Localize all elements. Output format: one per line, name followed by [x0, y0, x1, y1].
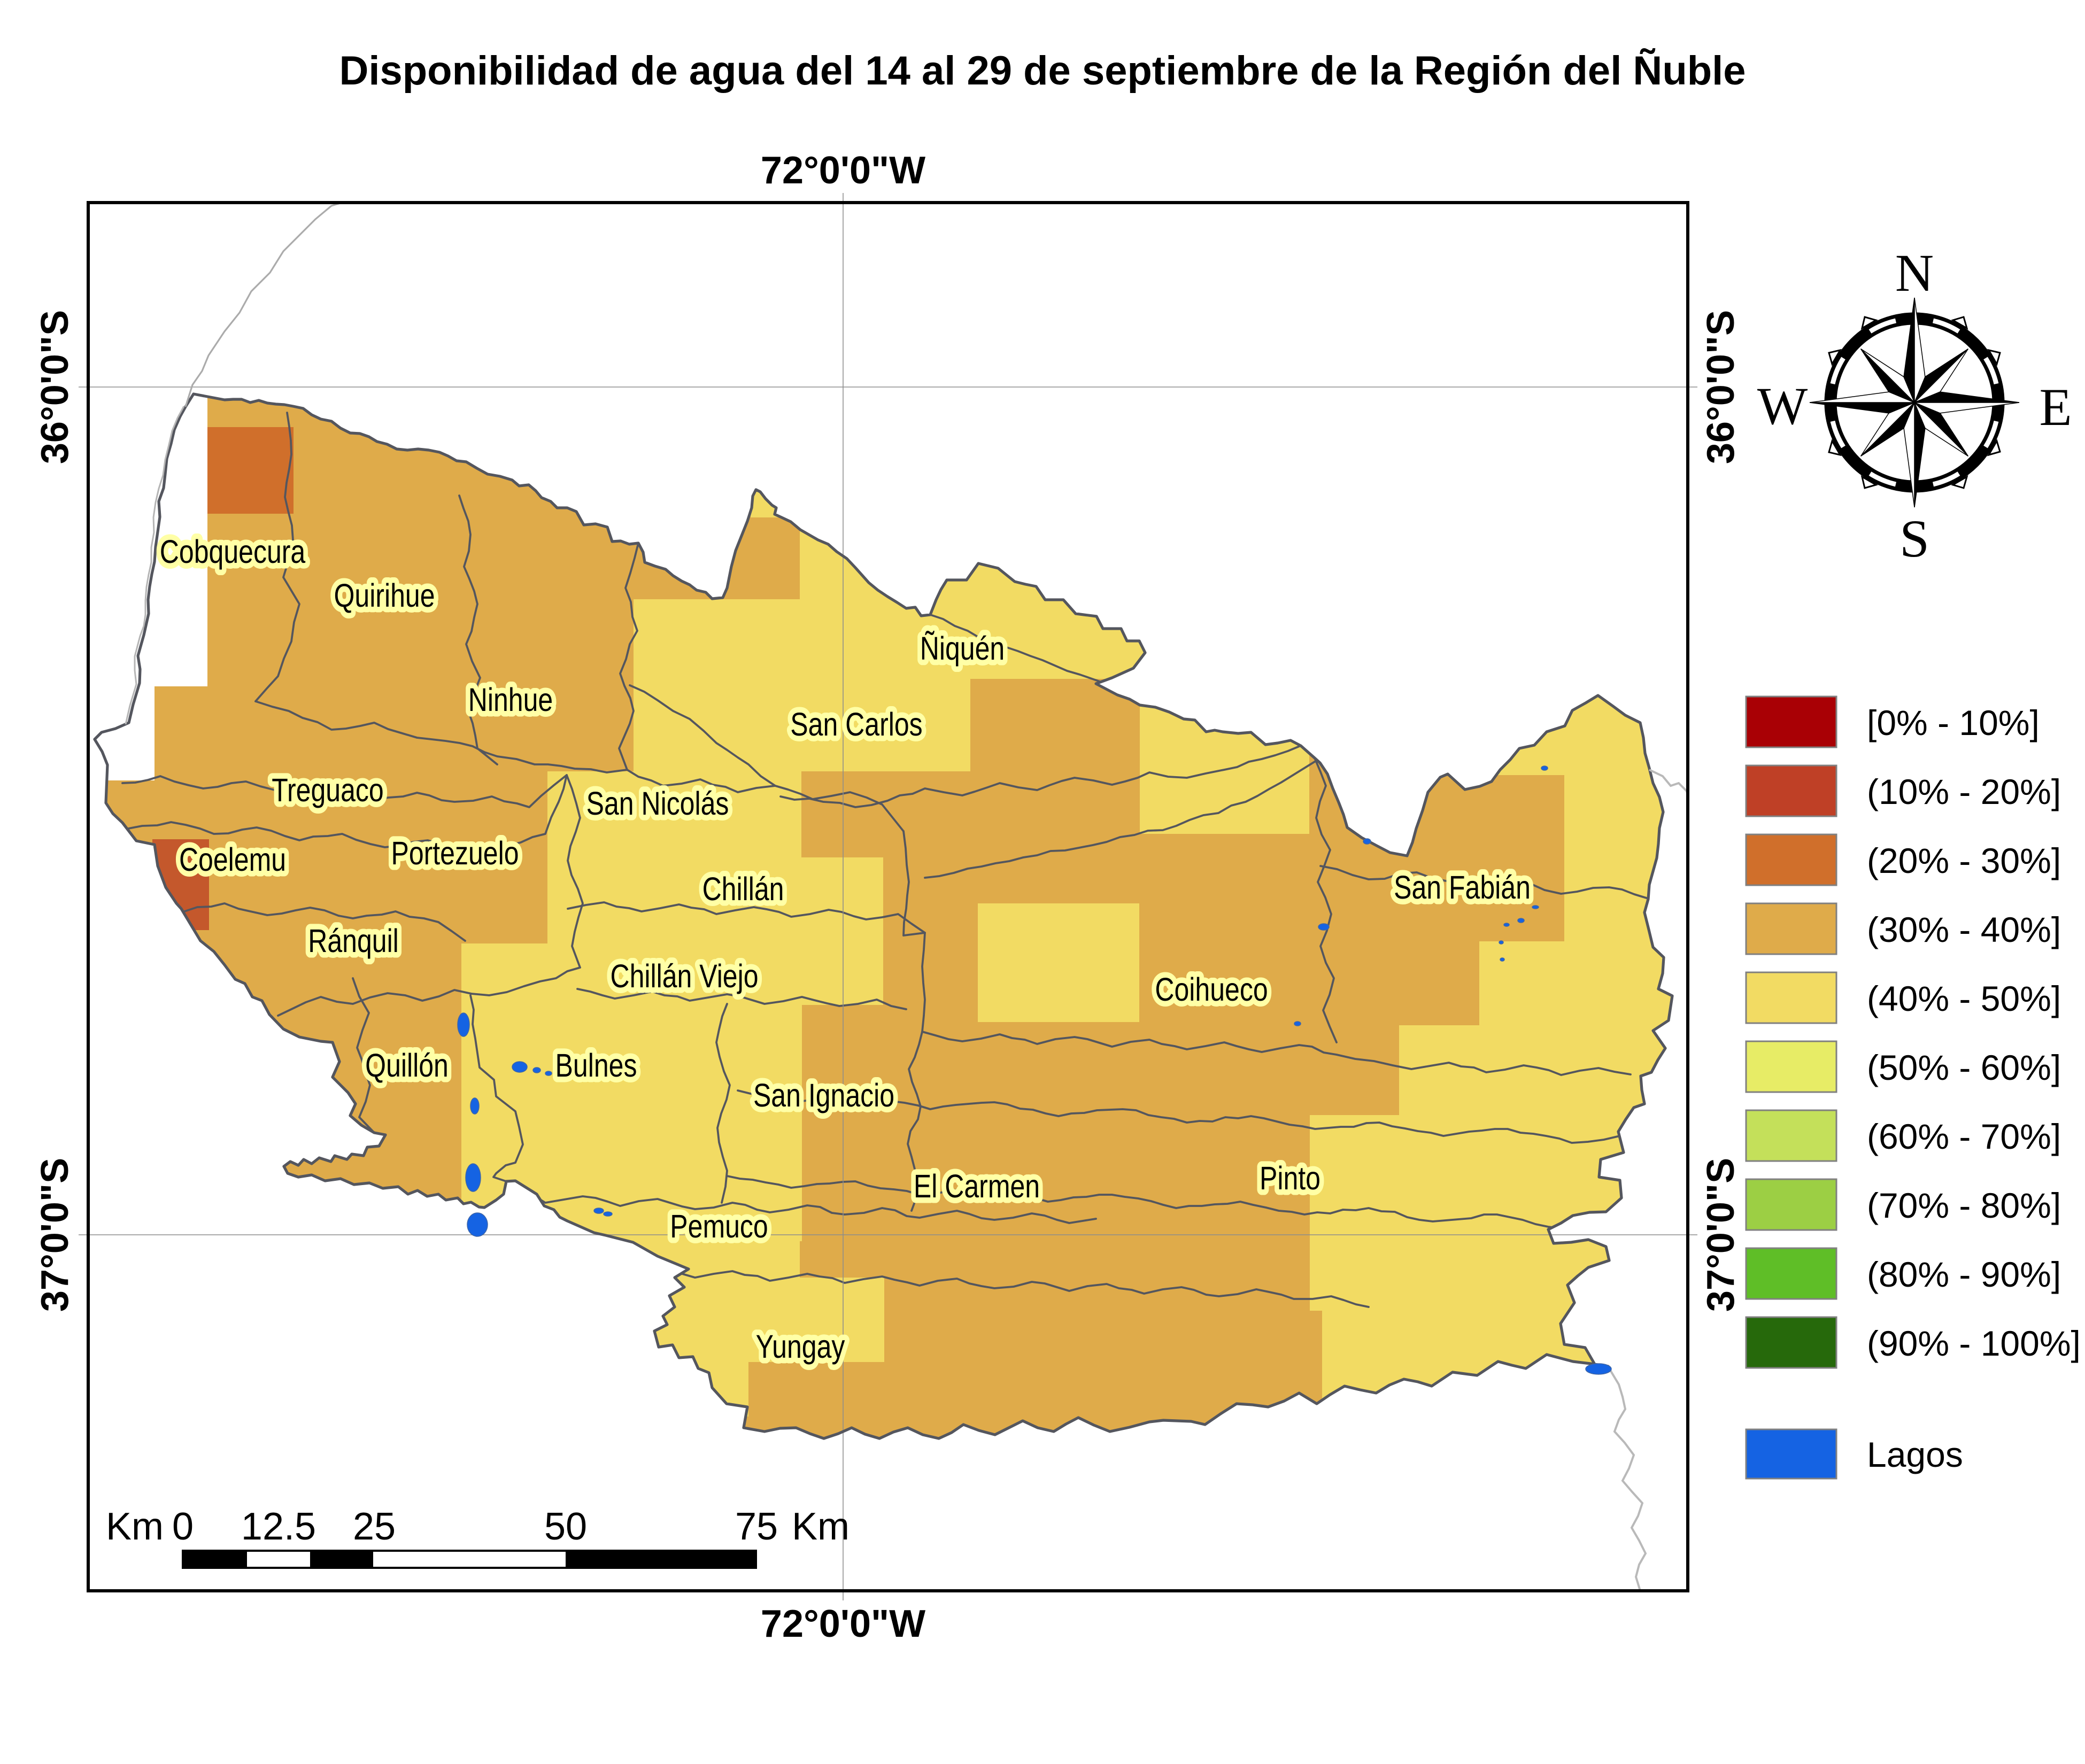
svg-text:Ñiquén: Ñiquén — [920, 630, 1005, 667]
svg-text:San Nicolás: San Nicolás — [586, 785, 729, 822]
svg-text:(70% - 80%]: (70% - 80%] — [1867, 1186, 2061, 1225]
svg-text:Pemuco: Pemuco — [670, 1208, 768, 1244]
svg-text:Ránquil: Ránquil — [308, 923, 399, 959]
svg-text:San Fabián: San Fabián — [1394, 869, 1531, 906]
svg-text:(20% - 30%]: (20% - 30%] — [1867, 841, 2061, 880]
svg-text:Pinto: Pinto — [1260, 1160, 1320, 1196]
svg-text:Km: Km — [106, 1505, 164, 1548]
svg-text:37°0'0"S: 37°0'0"S — [1700, 1158, 1742, 1312]
svg-text:N: N — [1895, 243, 1934, 303]
svg-text:72°0'0"W: 72°0'0"W — [761, 149, 925, 192]
svg-text:50: 50 — [544, 1505, 587, 1548]
svg-text:Lagos: Lagos — [1867, 1435, 1963, 1474]
svg-text:(90% - 100%]: (90% - 100%] — [1867, 1324, 2081, 1363]
svg-text:San Ignacio: San Ignacio — [753, 1077, 894, 1113]
svg-text:72°0'0"W: 72°0'0"W — [761, 1603, 925, 1645]
svg-text:El Carmen: El Carmen — [914, 1168, 1040, 1204]
svg-text:Km: Km — [792, 1505, 850, 1548]
svg-text:Chillán Viejo: Chillán Viejo — [610, 958, 758, 994]
svg-text:Coihueco: Coihueco — [1155, 971, 1268, 1008]
svg-text:[0% - 10%]: [0% - 10%] — [1867, 703, 2040, 742]
svg-text:Bulnes: Bulnes — [555, 1047, 637, 1084]
svg-text:(80% - 90%]: (80% - 90%] — [1867, 1255, 2061, 1294]
svg-text:Yungay: Yungay — [756, 1328, 845, 1365]
svg-text:(60% - 70%]: (60% - 70%] — [1867, 1117, 2061, 1156]
svg-text:San Carlos: San Carlos — [790, 706, 922, 742]
svg-text:Cobquecura: Cobquecura — [160, 533, 306, 570]
svg-text:75: 75 — [735, 1505, 778, 1548]
svg-text:(10% - 20%]: (10% - 20%] — [1867, 772, 2061, 811]
svg-text:36°0'0"S: 36°0'0"S — [1700, 310, 1742, 464]
svg-text:(40% - 50%]: (40% - 50%] — [1867, 979, 2061, 1018]
svg-text:(50% - 60%]: (50% - 60%] — [1867, 1048, 2061, 1087]
svg-text:Quillón: Quillón — [365, 1047, 449, 1084]
svg-text:W: W — [1757, 376, 1808, 436]
svg-text:25: 25 — [353, 1505, 396, 1548]
svg-text:12.5: 12.5 — [241, 1505, 316, 1548]
svg-text:0: 0 — [172, 1505, 194, 1548]
svg-text:37°0'0"S: 37°0'0"S — [34, 1158, 76, 1312]
svg-text:Portezuelo: Portezuelo — [391, 835, 519, 871]
svg-text:Quirihue: Quirihue — [334, 577, 435, 614]
svg-text:(30% - 40%]: (30% - 40%] — [1867, 910, 2061, 949]
svg-text:Treguaco: Treguaco — [272, 772, 383, 808]
svg-text:Coelemu: Coelemu — [179, 841, 286, 878]
svg-text:Chillán: Chillán — [702, 871, 784, 907]
svg-text:Disponibilidad de agua del 14: Disponibilidad de agua del 14 al 29 de s… — [339, 48, 1746, 94]
svg-text:Ninhue: Ninhue — [468, 682, 553, 718]
svg-text:S: S — [1899, 509, 1929, 568]
svg-text:36°0'0"S: 36°0'0"S — [34, 310, 76, 464]
svg-text:E: E — [2039, 377, 2072, 437]
